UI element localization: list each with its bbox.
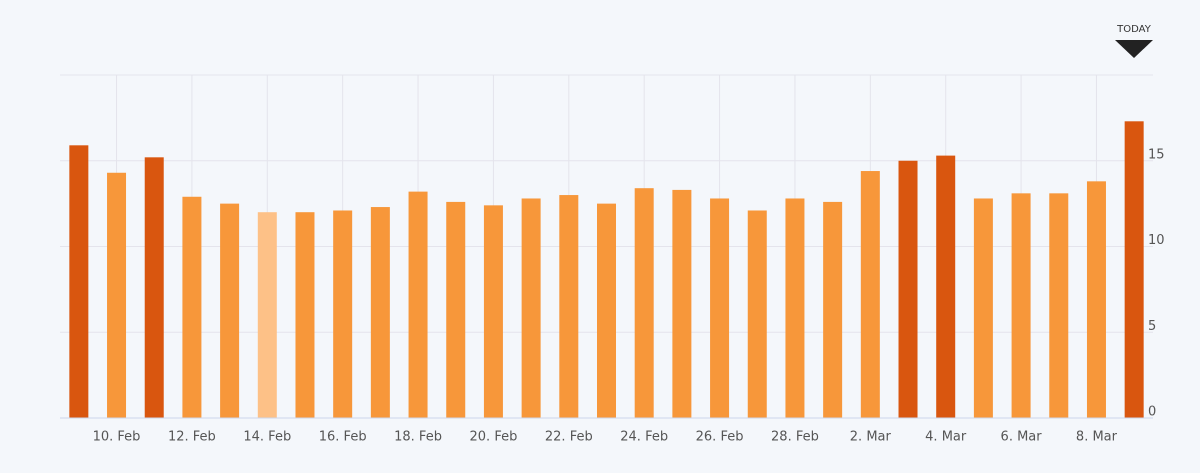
bar [333,210,353,418]
bar [597,203,616,418]
x-tick-label: 8. Mar [1076,430,1118,445]
x-tick-label: 22. Feb [545,430,593,445]
x-tick-label: 4. Mar [925,430,967,445]
bar [521,198,541,418]
bar [370,207,390,418]
bar [144,157,164,418]
bar [483,205,503,418]
x-tick-label: 14. Feb [243,430,291,445]
x-tick-label: 20. Feb [470,430,518,445]
bar [672,189,692,418]
x-tick-label: 12. Feb [168,430,216,445]
bar [220,203,240,418]
x-tick-label: 16. Feb [319,430,367,445]
today-label: TODAY [1116,24,1152,35]
bar [973,198,993,418]
bar [1086,181,1106,418]
y-tick-label: 15 [1148,147,1165,162]
bar [898,160,918,418]
y-tick-label: 5 [1148,319,1156,334]
x-tick-label: 24. Feb [620,430,668,445]
bar [446,201,466,418]
bar [182,196,202,418]
x-tick-label: 6. Mar [1001,430,1043,445]
bar [936,155,956,419]
y-tick-label: 10 [1148,233,1165,248]
bar [823,201,843,418]
bar [634,188,654,418]
y-tick-label: 0 [1148,405,1156,420]
x-tick-label: 28. Feb [771,430,819,445]
bar [408,191,428,418]
bar [860,171,880,418]
bar [69,145,89,418]
today-marker [1115,40,1153,58]
bar [257,212,277,418]
bar [1011,193,1031,418]
bar [785,198,805,418]
x-tick-label: 26. Feb [696,430,744,445]
x-tick-label: 10. Feb [93,430,141,445]
bar [295,212,315,418]
bar [1124,121,1144,419]
bar [559,195,579,418]
bar [747,210,767,418]
bar [710,198,730,418]
bar [1049,193,1069,418]
x-tick-label: 2. Mar [850,430,892,445]
bar [107,172,127,418]
x-tick-label: 18. Feb [394,430,442,445]
